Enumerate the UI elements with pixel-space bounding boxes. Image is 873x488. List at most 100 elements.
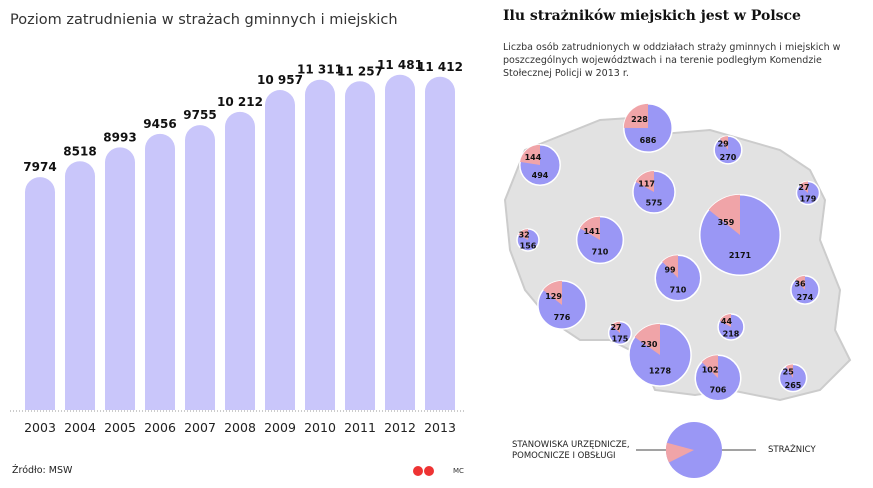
pie-admin-slice	[611, 321, 620, 333]
pie-chart: 36 274	[790, 275, 820, 305]
bar-2004	[65, 161, 95, 410]
admin-count-label: 44	[721, 317, 733, 326]
x-tick-label: 2013	[424, 420, 456, 435]
admin-count-label: 36	[794, 279, 806, 288]
pie-chart: 230 1278	[628, 323, 692, 387]
admin-count-label: 141	[583, 227, 600, 236]
admin-count-label: 99	[664, 265, 676, 274]
guards-count-label: 175	[612, 335, 629, 344]
admin-count-label: 102	[702, 365, 719, 374]
guards-count-label: 2171	[729, 251, 752, 260]
guards-count-label: 776	[554, 313, 571, 322]
map-title: Ilu strażników miejskich jest w Polsce	[503, 8, 801, 24]
guards-count-label: 265	[785, 381, 802, 390]
guards-count-label: 686	[640, 136, 657, 145]
bar-2013	[425, 76, 455, 411]
admin-count-label: 25	[783, 368, 795, 377]
guards-count-label: 710	[670, 285, 687, 294]
pie-chart: 117 575	[632, 170, 676, 214]
guards-count-label: 270	[720, 153, 737, 162]
pie-admin-slice	[520, 144, 540, 165]
legend-admin-slice	[665, 442, 694, 463]
x-tick-label: 2011	[344, 420, 376, 435]
bar-2012	[385, 74, 415, 410]
pie-chart: 99 710	[654, 254, 702, 302]
pie-chart: 141 710	[575, 215, 625, 265]
legend-pie	[636, 422, 756, 478]
admin-count-label: 144	[525, 153, 542, 162]
pie-chart: 144 494	[519, 144, 561, 186]
publisher-logo-icon	[413, 466, 434, 476]
guards-count-label: 218	[723, 329, 740, 338]
bar-2009	[265, 90, 295, 411]
pie-admin-slice	[795, 275, 805, 290]
bar-value-label: 10 957	[257, 73, 303, 87]
bar-2010	[305, 79, 335, 410]
x-tick-label: 2003	[24, 420, 56, 435]
pie-admin-slice	[635, 170, 654, 192]
guards-count-label: 274	[797, 293, 814, 302]
admin-count-label: 228	[631, 115, 648, 124]
guards-count-label: 575	[646, 199, 663, 208]
author-initials: MC	[453, 467, 464, 475]
pie-admin-slice	[720, 136, 728, 150]
bar-value-label: 9755	[183, 108, 216, 122]
bar-2011	[345, 81, 375, 411]
pie-chart: 129 776	[537, 280, 587, 330]
bar-2006	[145, 133, 175, 410]
x-tick-label: 2008	[224, 420, 256, 435]
pie-admin-slice	[634, 323, 660, 355]
pie-admin-slice	[708, 194, 740, 235]
admin-count-label: 27	[610, 323, 621, 332]
x-tick-label: 2005	[104, 420, 136, 435]
guards-count-label: 1278	[649, 367, 672, 376]
bar-value-label: 11 412	[417, 60, 463, 74]
guards-count-label: 156	[520, 241, 537, 250]
pie-admin-slice	[662, 255, 678, 278]
pie-admin-slice	[701, 355, 718, 378]
bar-2007	[185, 125, 215, 410]
x-tick-label: 2012	[384, 420, 416, 435]
pie-admin-slice	[799, 181, 808, 193]
pie-admin-slice	[518, 229, 528, 240]
bar-value-label: 8993	[103, 130, 136, 144]
pie-chart: 228 686	[623, 103, 673, 153]
pie-admin-slice	[543, 280, 562, 305]
admin-count-label: 129	[545, 292, 562, 301]
legend-admin-label: STANOWISKA URZĘDNICZE, POMOCNICZE I OBSŁ…	[512, 440, 630, 461]
bar-value-label: 9456	[143, 117, 176, 131]
admin-count-label: 32	[519, 230, 530, 239]
pie-admin-slice	[579, 216, 600, 240]
bar-2008	[225, 111, 255, 411]
admin-count-label: 117	[638, 180, 655, 189]
bar-value-label: 11 311	[297, 63, 343, 77]
pie-admin-slice	[785, 364, 793, 378]
bar-2003	[25, 177, 55, 410]
bar-chart: 7974 2003 8518 2004 8993 2005 9456 2006 9755 2007…	[10, 58, 465, 435]
source-note: Źródło: MSW	[12, 465, 73, 476]
guards-count-label: 710	[592, 248, 609, 257]
map-subtitle: Liczba osób zatrudnionych w oddziałach s…	[503, 42, 841, 79]
admin-count-label: 359	[718, 218, 735, 227]
bar-value-label: 8518	[63, 144, 96, 158]
x-tick-label: 2006	[144, 420, 176, 435]
admin-count-label: 27	[798, 183, 809, 192]
bar-value-label: 11 481	[377, 58, 423, 72]
bar-2005	[105, 147, 135, 410]
x-tick-label: 2004	[64, 420, 96, 435]
admin-count-label: 230	[641, 340, 658, 349]
bar-value-label: 7974	[23, 160, 56, 174]
guards-count-label: 179	[800, 195, 817, 204]
bar-value-label: 10 212	[217, 95, 263, 109]
pie-chart: 102 706	[694, 354, 742, 402]
admin-count-label: 29	[718, 140, 730, 149]
x-tick-label: 2010	[304, 420, 336, 435]
pie-admin-slice	[623, 103, 648, 128]
